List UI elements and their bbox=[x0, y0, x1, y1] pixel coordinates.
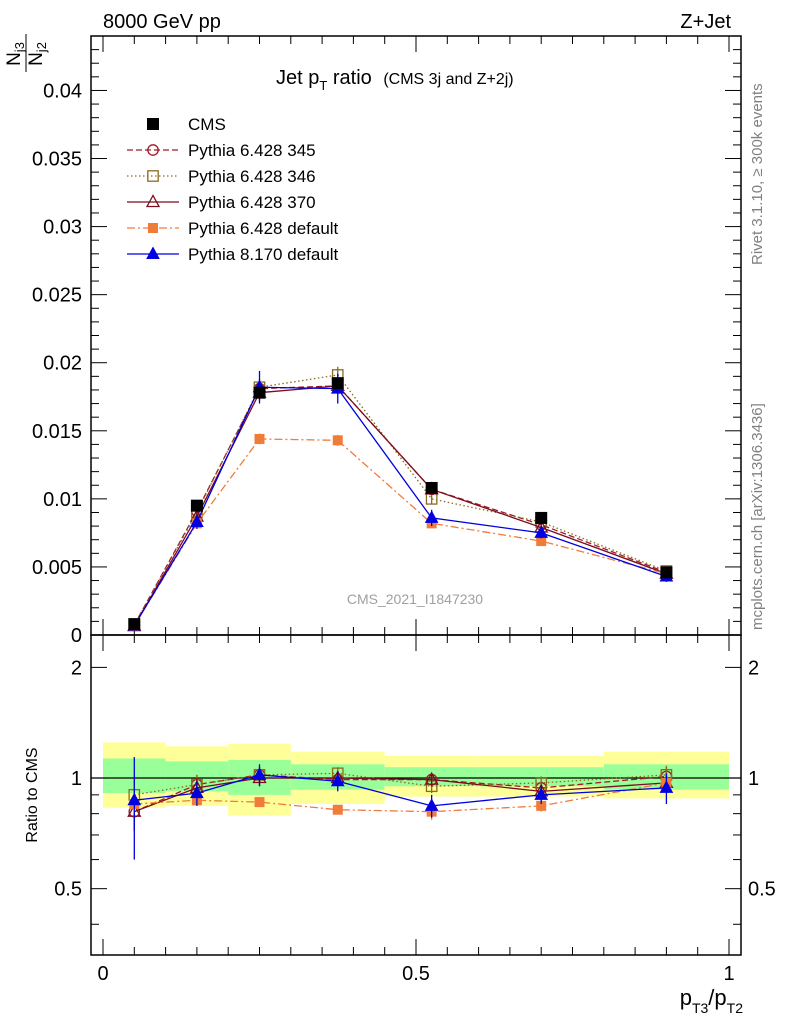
series-5-ratio-point bbox=[424, 798, 439, 811]
legend-marker bbox=[148, 223, 158, 233]
series-5-ratio-point bbox=[190, 785, 204, 799]
data-point bbox=[660, 566, 673, 579]
x-tick-label: 1 bbox=[723, 963, 734, 985]
series-5-ratio-point bbox=[330, 773, 345, 787]
series-5-point bbox=[534, 525, 549, 538]
data-point bbox=[425, 481, 438, 494]
mcplots-label: mcplots.cern.ch [arXiv:1306.3436] bbox=[749, 403, 766, 630]
series-4-ratio-point bbox=[332, 804, 343, 815]
x-tick-label: 0 bbox=[97, 963, 108, 985]
data-point bbox=[190, 499, 203, 512]
y-tick-label: 0.02 bbox=[43, 353, 82, 375]
data-point bbox=[128, 618, 141, 631]
svg-text:Nj3: Nj3 bbox=[4, 42, 27, 66]
series-3-ratio-point bbox=[424, 771, 439, 785]
series-5-ratio-point bbox=[534, 787, 549, 800]
series-5-ratio-point bbox=[659, 780, 674, 793]
rivet-label: Rivet 3.1.10, ≥ 300k events bbox=[749, 83, 766, 265]
legend-entry: Pythia 8.170 default bbox=[188, 245, 339, 264]
x-axis-label: pT3/pT2 bbox=[680, 985, 744, 1016]
legend-entry: Pythia 6.428 370 bbox=[188, 193, 316, 212]
legend-entry: Pythia 6.428 346 bbox=[188, 167, 316, 186]
legend-entry: Pythia 6.428 345 bbox=[188, 141, 316, 160]
ratio-tick-label-right: 0.5 bbox=[748, 879, 776, 901]
y-tick-label: 0.035 bbox=[32, 149, 82, 171]
data-point bbox=[331, 377, 344, 390]
axis-tick-labels: 0 0.5 1 0 0.005 0.01 0.015 0.02 0.025 0.03 0.035 0.… bbox=[32, 80, 776, 985]
ratio-tick-label-left: 2 bbox=[71, 657, 82, 679]
ratio-tick-label-left: 0.5 bbox=[54, 879, 82, 901]
header-right: Z+Jet bbox=[680, 11, 731, 33]
y-tick-label: 0.005 bbox=[32, 557, 82, 579]
y-tick-label: 0.03 bbox=[43, 217, 82, 239]
y-tick-label: 0.015 bbox=[32, 421, 82, 443]
chart-title: Jet pT ratio (CMS 3j and Z+2j) bbox=[276, 67, 514, 93]
legend-marker bbox=[145, 194, 161, 208]
series-4-ratio-point bbox=[254, 797, 265, 808]
series-5-point bbox=[424, 510, 439, 523]
legend-entry: CMS bbox=[188, 115, 226, 134]
axis-ticks bbox=[91, 35, 741, 955]
analysis-watermark: CMS_2021_I1847230 bbox=[347, 591, 483, 607]
ratio-y-axis-label: Ratio to CMS bbox=[24, 747, 41, 842]
legend-marker bbox=[147, 144, 159, 156]
series-5-line bbox=[133, 386, 667, 626]
main-series-group bbox=[127, 366, 674, 632]
legend-marker bbox=[146, 246, 160, 259]
ratio-tick-label-left: 1 bbox=[71, 768, 82, 790]
ratio-tick-label-right: 2 bbox=[748, 657, 759, 679]
ratio-tick-label-right: 1 bbox=[748, 768, 759, 790]
series-1-line bbox=[133, 385, 667, 626]
legend-marker bbox=[147, 118, 159, 130]
chart-subtitle: (CMS 3j and Z+2j) bbox=[383, 71, 513, 88]
y-axis-label: Nj3 Nj2 bbox=[4, 34, 49, 72]
y-tick-label: 0 bbox=[71, 625, 82, 647]
ratio-series-group bbox=[127, 757, 674, 860]
legend: CMS Pythia 6.428 345 Pythia 6.428 346 Pythi… bbox=[127, 115, 339, 264]
legend-marker bbox=[147, 170, 159, 182]
series-5-ratio-point bbox=[127, 792, 142, 806]
chart-title-subscript: T bbox=[319, 78, 327, 93]
legend-entry: Pythia 6.428 default bbox=[188, 219, 339, 238]
data-point bbox=[535, 511, 548, 524]
series-4-point bbox=[254, 433, 265, 444]
ratio-plot-frame bbox=[90, 634, 742, 956]
series-5-ratio-point bbox=[252, 767, 267, 780]
x-tick-label: 0.5 bbox=[402, 963, 430, 985]
header-left: 8000 GeV pp bbox=[103, 11, 221, 33]
data-point bbox=[253, 386, 266, 399]
svg-text:Nj2: Nj2 bbox=[26, 42, 49, 66]
series-5-point bbox=[190, 514, 204, 528]
y-tick-label: 0.04 bbox=[43, 80, 82, 102]
y-tick-label: 0.01 bbox=[43, 489, 82, 511]
series-4-point bbox=[332, 435, 343, 446]
y-tick-label: 0.025 bbox=[32, 285, 82, 307]
